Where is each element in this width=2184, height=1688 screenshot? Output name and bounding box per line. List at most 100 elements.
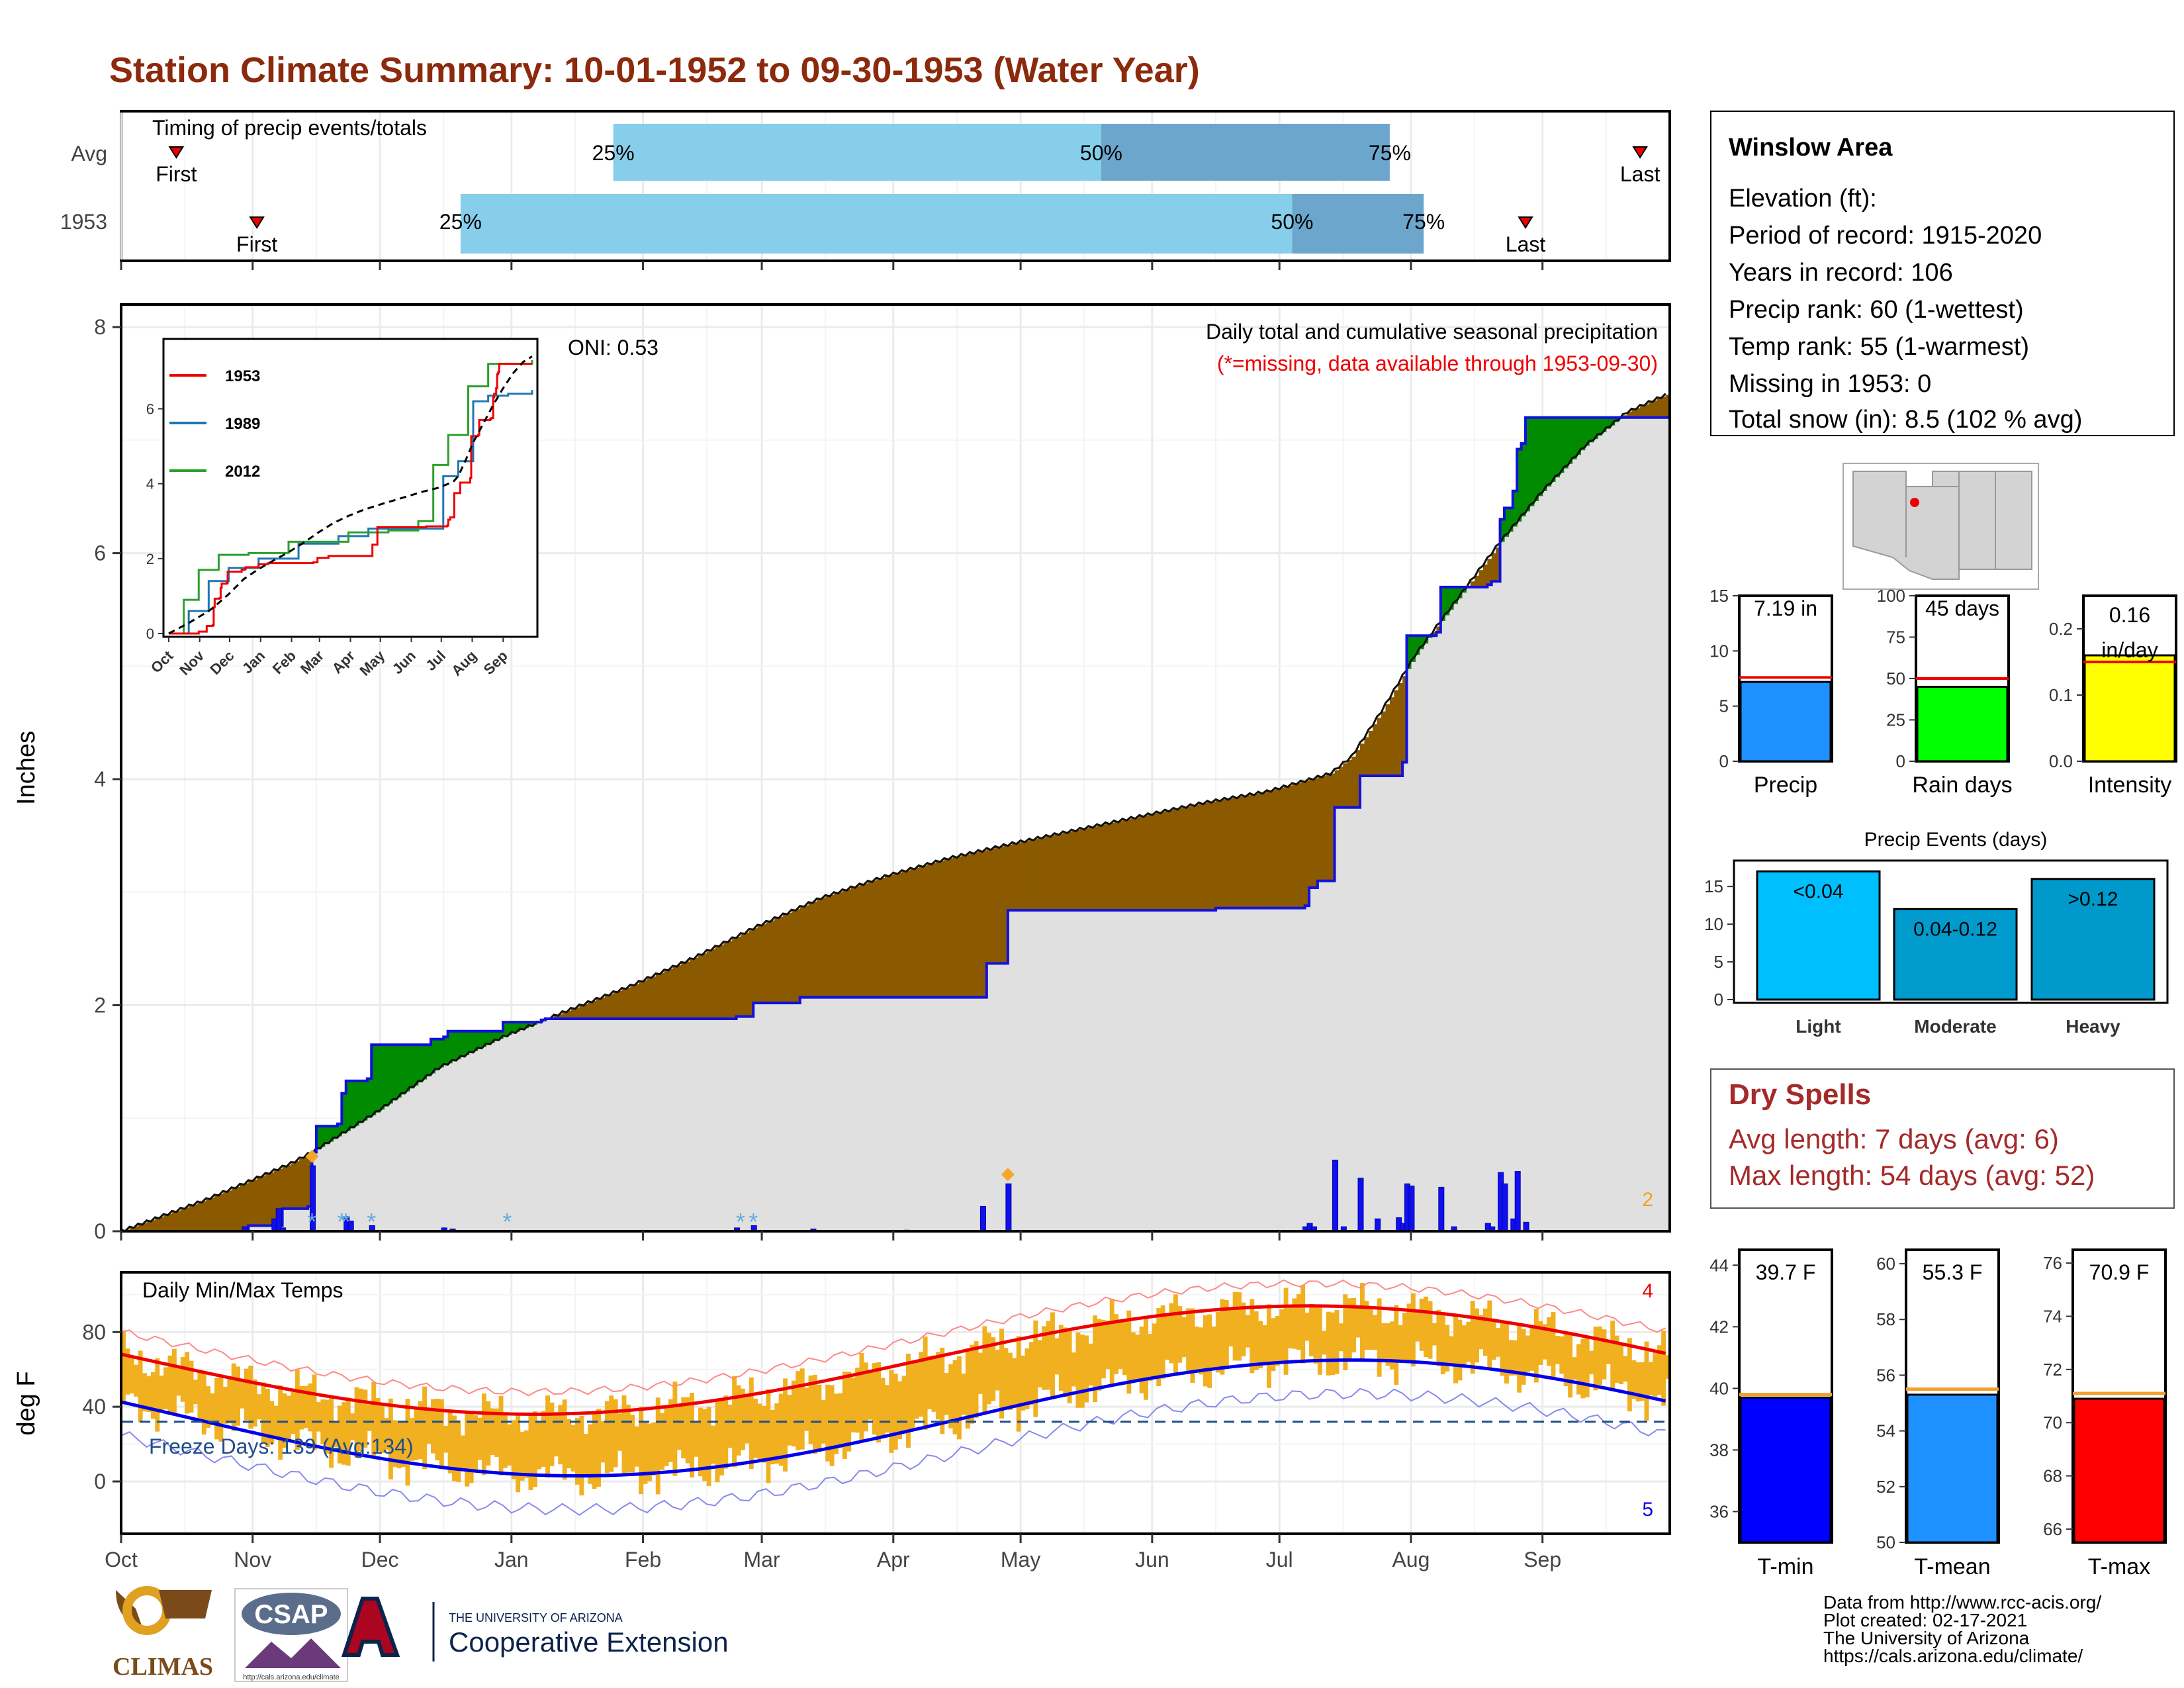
surplus-segment xyxy=(1606,417,1611,429)
x-tick-label-jan: Jan xyxy=(494,1548,529,1571)
y-tick-label: 2 xyxy=(94,994,106,1017)
deficit-segment xyxy=(804,905,809,998)
deficit-segment xyxy=(982,850,987,998)
daily-temp-range xyxy=(1661,1331,1666,1406)
station-line-5: Missing in 1953: 0 xyxy=(1729,370,1931,398)
summary-value-text: 45 days xyxy=(1925,596,1999,620)
daily-temp-range xyxy=(218,1376,224,1442)
daily-temp-range xyxy=(799,1368,805,1450)
daily-temp-range xyxy=(604,1401,610,1474)
daily-temp-range xyxy=(185,1352,190,1414)
deficit-segment xyxy=(927,864,933,998)
deficit-segment xyxy=(1118,821,1123,911)
daily-precip-bar xyxy=(1408,1186,1415,1232)
deficit-segment xyxy=(1109,822,1115,911)
surplus-segment xyxy=(341,1093,347,1134)
deficit-segment xyxy=(579,1006,584,1019)
daily-temp-range xyxy=(498,1395,504,1476)
deficit-segment xyxy=(876,879,882,998)
daily-temp-range xyxy=(1075,1332,1081,1408)
deficit-segment xyxy=(1351,756,1357,808)
daily-temp-range xyxy=(1334,1310,1340,1374)
deficit-segment xyxy=(1122,820,1127,911)
page-title: Station Climate Summary: 10-01-1952 to 0… xyxy=(109,50,1200,90)
summary-tick-label: 75 xyxy=(1886,628,1905,647)
deficit-segment xyxy=(142,1223,148,1231)
deficit-segment xyxy=(893,874,898,998)
deficit-segment xyxy=(1313,778,1318,888)
daily-precip-bar xyxy=(1357,1178,1364,1232)
temp-ylabel: deg F xyxy=(13,1371,40,1435)
daily-temp-range xyxy=(308,1383,312,1432)
daily-temp-range xyxy=(685,1397,690,1464)
x-tick-label-mar: Mar xyxy=(744,1548,780,1571)
daily-temp-range xyxy=(1105,1321,1111,1370)
deficit-segment xyxy=(698,955,703,1019)
inset-legend-label-1953: 1953 xyxy=(225,367,260,385)
daily-temp-range xyxy=(664,1405,669,1466)
daily-temp-range xyxy=(1194,1326,1199,1372)
daily-temp-range xyxy=(625,1404,631,1473)
deficit-segment xyxy=(231,1188,236,1231)
y-tick-label: 6 xyxy=(94,541,106,565)
daily-temp-range xyxy=(236,1366,241,1426)
surplus-segment xyxy=(1517,449,1522,522)
surplus-segment xyxy=(414,1045,419,1086)
daily-temp-range xyxy=(171,1348,177,1416)
temp-tick-label: 50 xyxy=(1876,1532,1895,1552)
daily-temp-range xyxy=(1635,1362,1641,1402)
daily-temp-range xyxy=(1576,1344,1581,1395)
deficit-segment xyxy=(952,857,958,998)
surplus-segment xyxy=(1568,417,1573,464)
deficit-segment xyxy=(1181,807,1187,911)
daily-temp-range xyxy=(1470,1301,1475,1374)
timing-p25-label: 25% xyxy=(592,141,635,165)
daily-temp-range xyxy=(817,1384,822,1452)
events-bar-light xyxy=(1756,870,1881,1001)
surplus-segment xyxy=(396,1045,402,1098)
deficit-segment xyxy=(1487,559,1492,585)
deficit-segment xyxy=(872,880,877,998)
daily-temp-range xyxy=(1058,1325,1064,1391)
deficit-segment xyxy=(1075,829,1081,911)
daily-temp-range xyxy=(676,1405,682,1450)
daily-temp-range xyxy=(1144,1319,1148,1400)
deficit-segment xyxy=(1304,780,1310,906)
deficit-segment xyxy=(880,878,886,998)
daily-temp-range xyxy=(1021,1355,1026,1411)
surplus-segment xyxy=(316,1126,321,1150)
daily-temp-range xyxy=(359,1388,363,1452)
deficit-segment xyxy=(681,963,686,1019)
inset-y-tick-label: 2 xyxy=(146,551,154,567)
daily-temp-range xyxy=(291,1390,296,1434)
surplus-segment xyxy=(329,1126,334,1142)
daily-temp-range xyxy=(1304,1312,1310,1341)
surplus-segment xyxy=(1457,586,1463,598)
daily-temp-range xyxy=(723,1395,729,1469)
deficit-segment xyxy=(1220,800,1225,908)
deficit-segment xyxy=(206,1199,211,1231)
deficit-segment xyxy=(193,1204,198,1231)
surplus-segment xyxy=(1551,417,1556,483)
summary-value-text: 0.16 xyxy=(2109,603,2150,627)
deficit-segment xyxy=(1139,816,1144,911)
deficit-segment xyxy=(1360,743,1365,776)
daily-temp-range xyxy=(1508,1340,1514,1376)
temp-value-text: 55.3 F xyxy=(1923,1260,1983,1284)
deficit-segment xyxy=(1194,804,1199,911)
surplus-segment xyxy=(465,1031,470,1055)
deficit-segment xyxy=(1262,792,1267,908)
temp-tick-label: 58 xyxy=(1876,1309,1895,1329)
daily-temp-range xyxy=(574,1418,580,1485)
deficit-segment xyxy=(676,965,682,1019)
daily-temp-range xyxy=(452,1415,457,1481)
daily-temp-range xyxy=(783,1378,788,1472)
daily-temp-range xyxy=(651,1422,657,1476)
timing-first-label: First xyxy=(156,162,197,186)
daily-temp-range xyxy=(1424,1296,1429,1358)
daily-temp-range xyxy=(1109,1299,1115,1387)
daily-temp-range xyxy=(1186,1308,1191,1372)
daily-temp-range xyxy=(791,1380,796,1447)
timing-p50-label: 50% xyxy=(1271,210,1313,234)
surplus-segment xyxy=(333,1126,338,1139)
